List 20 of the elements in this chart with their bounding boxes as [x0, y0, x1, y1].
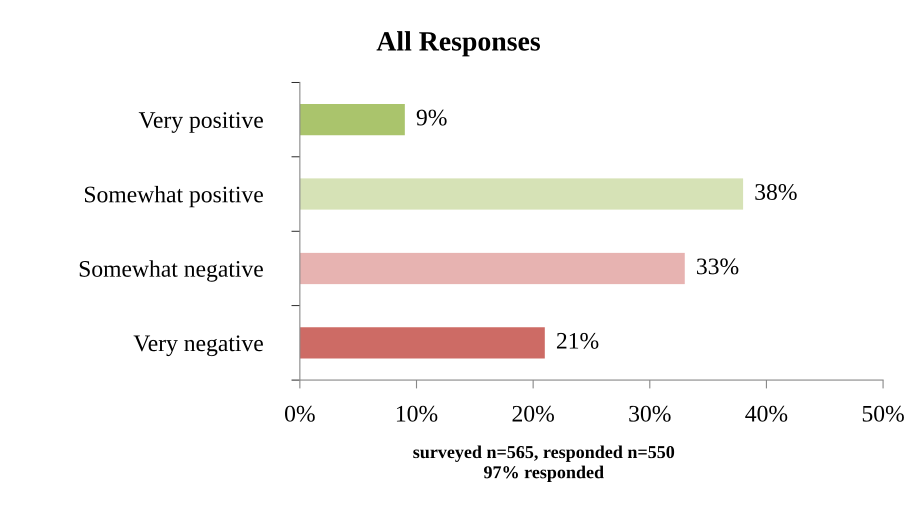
x-tick-label: 10%	[396, 406, 438, 422]
text: surveyed n=565, responded n=550 97% responded	[413, 445, 674, 482]
x-tick-label: 20%	[512, 406, 554, 422]
x-tick-label: 30%	[629, 406, 671, 422]
y-tick-label: Somewhat negative	[80, 260, 263, 282]
data-label: 38%	[755, 184, 797, 200]
bar	[300, 252, 685, 284]
y-tick-label: Somewhat positive	[84, 186, 263, 208]
y-tick-label: Very negative	[134, 335, 263, 356]
x-tick-label: 50%	[862, 406, 904, 422]
data-label: 33%	[697, 258, 738, 274]
bar	[300, 178, 744, 210]
bar	[300, 327, 545, 358]
chart-title: All Responses	[376, 31, 540, 56]
x-tick-label: 0%	[285, 406, 315, 422]
data-label: 9%	[416, 110, 447, 126]
bar	[300, 104, 405, 136]
y-tick-label: Very positive	[138, 112, 263, 133]
data-label: 21%	[556, 332, 598, 349]
x-tick-label: 40%	[745, 406, 788, 422]
